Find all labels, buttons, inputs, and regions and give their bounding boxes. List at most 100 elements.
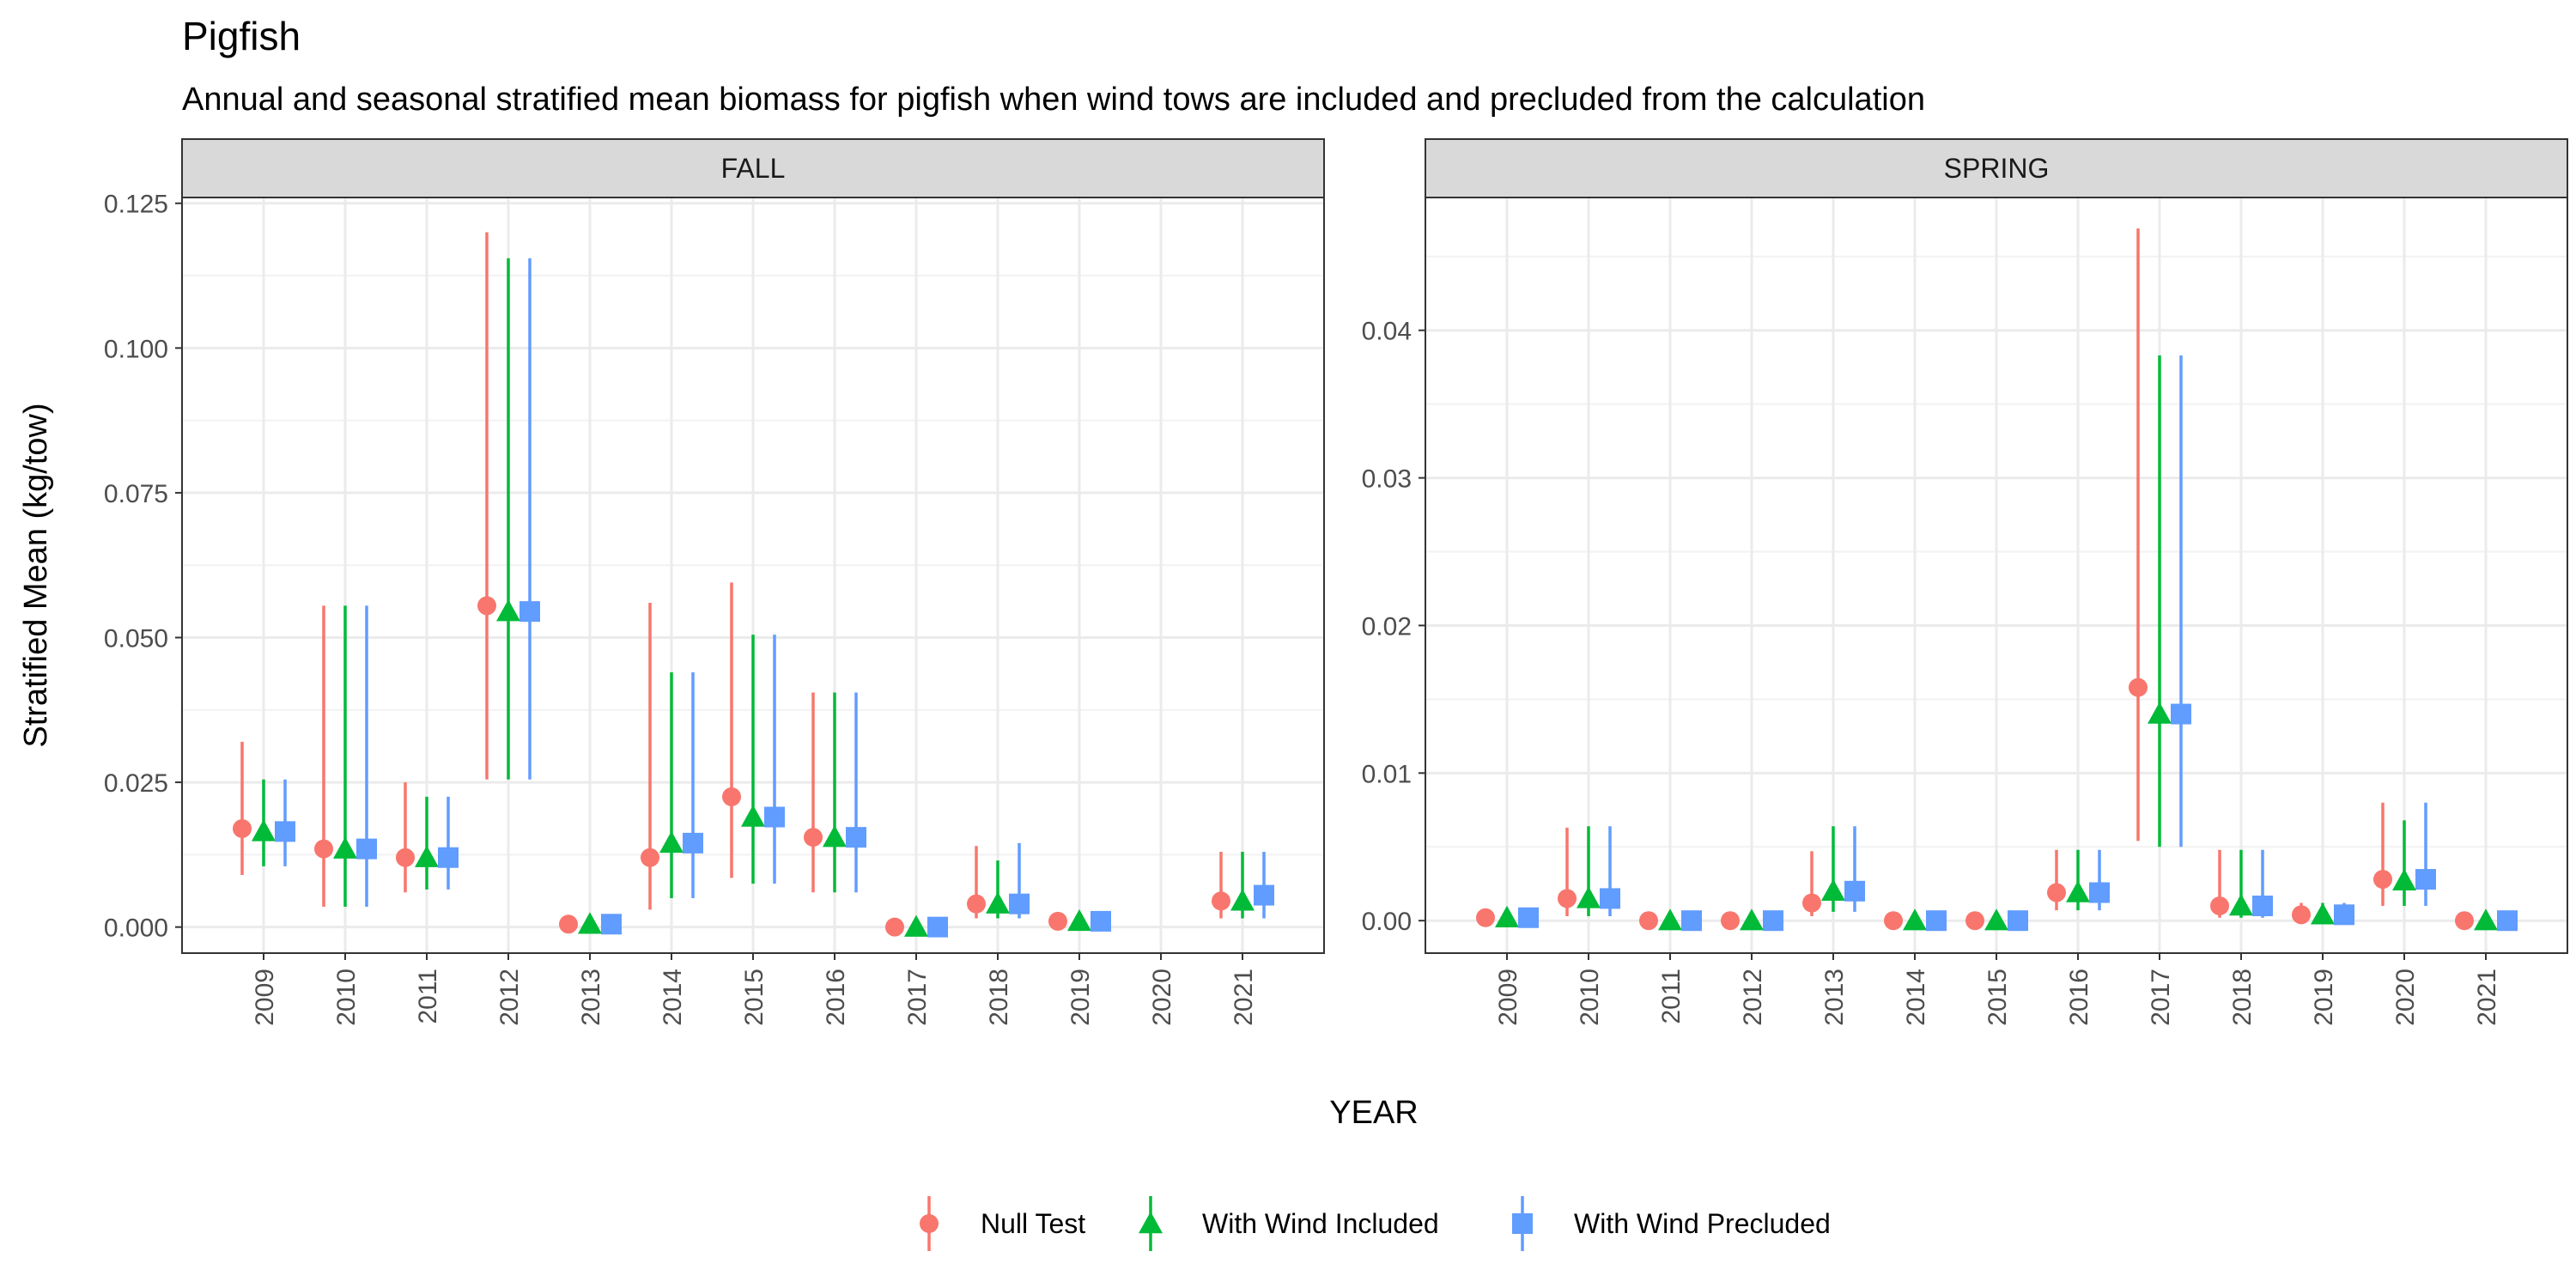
data-point [2047, 883, 2066, 902]
data-point [2334, 904, 2354, 926]
data-point [415, 845, 439, 867]
data-point [2148, 702, 2172, 724]
data-point [804, 828, 823, 848]
panel-spring: SPRING 0.00 0.01 0.02 0.03 0.04 2009 2010 2011 20… [1362, 138, 2568, 1026]
data-point [519, 601, 540, 623]
x-tick-label: 2011 [1657, 969, 1686, 1024]
legend-key-marker [1512, 1213, 1533, 1234]
y-tick-label: 0.100 [104, 335, 168, 363]
data-point [333, 836, 357, 859]
data-point [252, 819, 276, 841]
y-tick-label: 0.050 [104, 624, 168, 653]
chart-panels: FALL 0.000 0.025 0.050 0.075 0.100 0.125 2009 20… [104, 138, 2568, 1026]
legend: Null Test With Wind Included With Wind Pre… [920, 1196, 1831, 1251]
data-point [1984, 908, 2008, 931]
y-tick-label: 0.01 [1362, 760, 1412, 788]
data-point [1884, 911, 1903, 931]
data-point [659, 830, 683, 854]
data-point [2497, 910, 2518, 932]
data-point [1091, 910, 1111, 932]
series-with-wind-included-fall [252, 258, 1255, 937]
y-tick-label: 0.02 [1362, 612, 1412, 641]
data-point [1903, 908, 1927, 931]
x-tick-label: 2012 [1739, 969, 1767, 1026]
series-null-test-fall [233, 232, 1230, 937]
x-tick-label: 2013 [577, 969, 605, 1026]
series-null-test-spring [1476, 228, 2474, 931]
data-point [1212, 891, 1230, 911]
data-point [601, 914, 622, 935]
data-point [2474, 908, 2498, 931]
data-point [578, 912, 602, 934]
x-tick-label: 2021 [2473, 969, 2501, 1026]
legend-key-marker [920, 1214, 939, 1233]
x-tick-label: 2016 [2065, 969, 2093, 1026]
data-point [314, 839, 333, 859]
data-point [2311, 902, 2335, 925]
panel-strip-label-spring: SPRING [1944, 153, 2050, 184]
data-point [356, 838, 377, 860]
data-point [986, 891, 1010, 914]
x-tick-label: 2009 [251, 969, 279, 1026]
data-point [683, 832, 703, 854]
x-tick-label: 2019 [1066, 969, 1095, 1026]
panel-strip-spring [1425, 138, 2568, 198]
panel-strip-fall [181, 138, 1325, 198]
legend-item-with-wind-precluded: With Wind Precluded [1512, 1196, 1831, 1251]
data-point [2066, 880, 2090, 902]
x-tick-label: 2013 [1820, 969, 1849, 1026]
x-tick-label: 2020 [1148, 969, 1176, 1026]
data-point [275, 821, 295, 842]
x-tick-label: 2017 [903, 969, 932, 1026]
data-point [1254, 884, 1274, 906]
data-point [477, 596, 496, 616]
data-point [1067, 908, 1091, 932]
series-with-wind-included-spring [1495, 355, 2498, 931]
x-tick-label: 2010 [1576, 969, 1604, 1026]
x-tick-label: 2019 [2310, 969, 2338, 1026]
data-point [2171, 703, 2191, 725]
data-point [885, 917, 904, 937]
data-point [1844, 880, 1865, 902]
legend-label: With Wind Included [1202, 1208, 1439, 1239]
data-point [904, 914, 928, 937]
data-point [722, 787, 741, 806]
data-point [1230, 889, 1255, 911]
data-point [2210, 896, 2229, 915]
y-tick-label: 0.00 [1362, 908, 1412, 936]
data-point [741, 805, 765, 827]
data-point [1821, 878, 1845, 902]
data-point [2008, 910, 2028, 932]
series-with-wind-precluded-fall [275, 258, 1274, 938]
data-point [1926, 910, 1947, 932]
data-point [1048, 911, 1067, 931]
data-point [2089, 882, 2110, 903]
data-point [396, 848, 415, 867]
y-tick-label: 0.075 [104, 480, 168, 508]
x-tick-label: 2014 [659, 969, 687, 1026]
x-tick-label: 2015 [1984, 969, 2012, 1026]
data-point [823, 825, 847, 848]
data-point [1577, 886, 1601, 908]
y-tick-label: 0.04 [1362, 318, 1412, 346]
data-point [2392, 868, 2416, 890]
legend-item-null-test: Null Test [920, 1196, 1085, 1251]
data-point [1600, 888, 1620, 909]
panel-fall: FALL 0.000 0.025 0.050 0.075 0.100 0.125 2009 20… [104, 138, 1325, 1026]
x-tick-label: 2018 [985, 969, 1013, 1026]
data-point [764, 806, 785, 828]
data-point [1476, 908, 1495, 927]
data-point [1518, 907, 1539, 928]
data-point [1639, 911, 1658, 931]
x-tick-label: 2009 [1494, 969, 1522, 1026]
x-tick-label: 2014 [1902, 969, 1930, 1026]
series-with-wind-precluded-spring [1518, 355, 2518, 932]
data-point [1495, 905, 1519, 927]
panel-border-fall [181, 197, 1325, 954]
y-tick-label: 0.03 [1362, 465, 1412, 494]
data-point [1009, 893, 1030, 914]
data-point [641, 848, 659, 867]
data-point [2252, 896, 2273, 916]
data-point [2292, 905, 2311, 925]
